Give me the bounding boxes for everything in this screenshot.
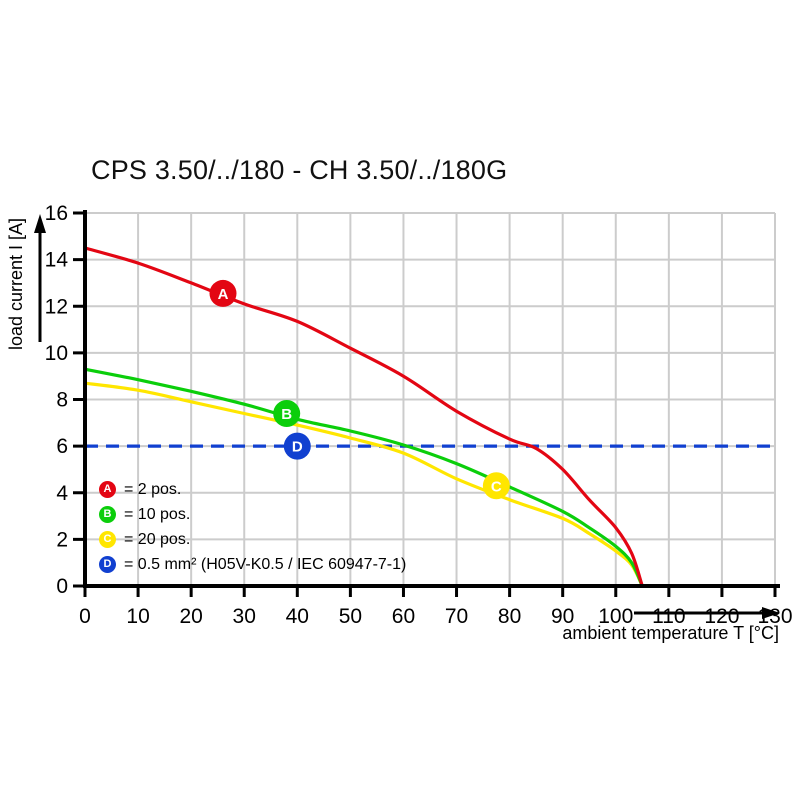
x-tick-label: 10	[126, 605, 149, 628]
y-axis-arrowhead-icon	[34, 214, 46, 233]
x-tick-label: 70	[445, 605, 468, 628]
legend-label-b: = 10 pos.	[124, 505, 191, 523]
page-title: CPS 3.50/../180 - CH 3.50/../180G	[91, 155, 508, 185]
y-tick-label: 16	[45, 202, 68, 225]
curve-marker-letter: A	[218, 286, 229, 303]
x-tick-label: 0	[79, 605, 91, 628]
legend-label-a: = 2 pos.	[124, 480, 182, 498]
x-tick-label: 120	[704, 605, 739, 628]
derating-chart: 0 2 4 6 8 10 12 14 16 0 10 20 30 40 50 60 70 80 90 100 110 12…	[6, 202, 793, 643]
y-tick-label: 8	[56, 389, 68, 412]
legend-item-a: A = 2 pos.	[99, 481, 406, 498]
curve-a	[84, 246, 644, 587]
x-tick-label: 30	[233, 605, 256, 628]
y-tick-label: 2	[56, 528, 68, 551]
curve-marker-letter: B	[281, 406, 292, 423]
curve-marker-c-icon	[482, 472, 510, 500]
legend-marker-a-icon: A	[99, 481, 116, 498]
curve-c	[84, 381, 644, 587]
y-tick-label: 0	[56, 575, 68, 598]
legend: A = 2 pos. B = 10 pos. C = 20 pos. D = 0…	[99, 481, 406, 573]
legend-letter: A	[103, 483, 112, 495]
legend-letter: D	[103, 558, 112, 570]
y-tick-label: 12	[45, 295, 68, 318]
y-tick-label: 6	[56, 435, 68, 458]
legend-item-c: C = 20 pos.	[99, 531, 406, 548]
curve-marker-d-icon	[283, 432, 311, 460]
legend-marker-b-icon: B	[99, 506, 116, 523]
x-tick-label: 50	[339, 605, 362, 628]
x-axis-arrowhead-icon	[762, 607, 780, 619]
legend-label-c: = 20 pos.	[124, 530, 191, 548]
legend-letter: B	[103, 508, 112, 520]
legend-item-b: B = 10 pos.	[99, 506, 406, 523]
curve-b	[84, 367, 644, 587]
legend-marker-d-icon: D	[99, 556, 116, 573]
x-tick-label: 90	[551, 605, 574, 628]
legend-item-d: D = 0.5 mm² (H05V-K0.5 / IEC 60947-7-1)	[99, 556, 406, 573]
y-axis-label: load current I [A]	[6, 218, 26, 350]
x-tick-label: 20	[179, 605, 202, 628]
y-tick-label: 10	[45, 342, 68, 365]
curve-marker-a-icon	[209, 279, 237, 307]
y-tick-label: 4	[56, 482, 68, 505]
y-tick-label: 14	[45, 249, 69, 272]
curve-marker-letter: C	[491, 478, 502, 495]
x-tick-label: 40	[286, 605, 309, 628]
legend-marker-c-icon: C	[99, 531, 116, 548]
legend-letter: C	[103, 533, 112, 545]
x-tick-label: 80	[498, 605, 521, 628]
curve-marker-letter: D	[292, 439, 303, 456]
legend-label-d: = 0.5 mm² (H05V-K0.5 / IEC 60947-7-1)	[124, 555, 407, 573]
x-tick-label: 100	[598, 605, 633, 628]
curve-marker-b-icon	[273, 399, 301, 427]
x-axis-label: ambient temperature T [°C]	[562, 623, 779, 643]
x-tick-label: 110	[652, 605, 685, 628]
x-tick-label: 60	[392, 605, 415, 628]
